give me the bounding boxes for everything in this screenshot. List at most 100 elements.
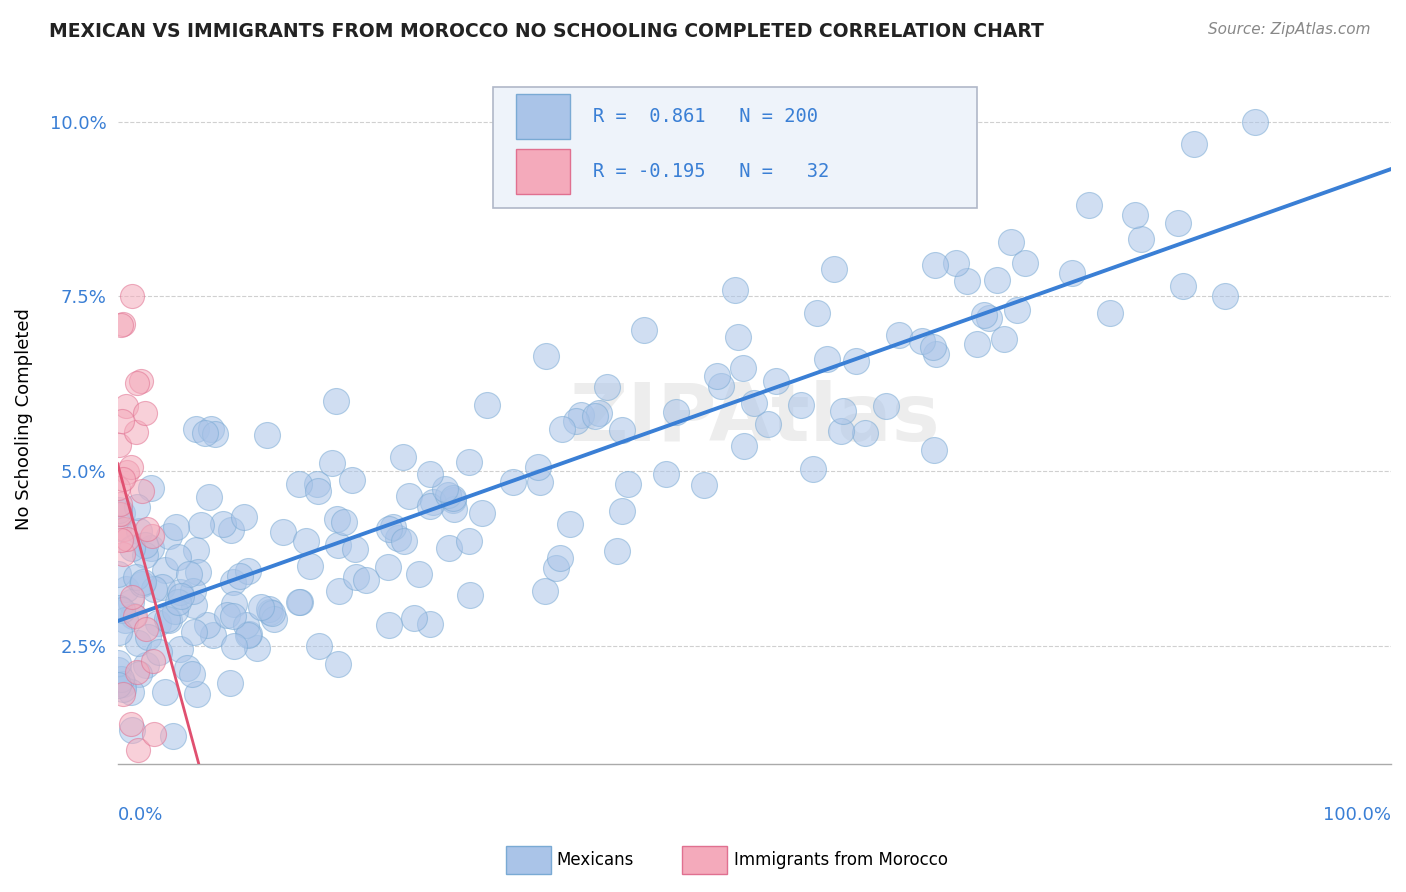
Point xyxy=(922,340,945,354)
FancyBboxPatch shape xyxy=(494,87,977,208)
Point xyxy=(125,570,148,584)
Point xyxy=(418,467,440,482)
Point xyxy=(107,567,129,582)
Point xyxy=(744,396,766,410)
Point xyxy=(344,542,367,557)
Point xyxy=(181,584,204,599)
Point xyxy=(114,613,136,627)
Point xyxy=(195,618,218,632)
Point xyxy=(1000,235,1022,249)
Point xyxy=(111,414,134,428)
Point xyxy=(1173,279,1195,293)
Point xyxy=(127,636,149,650)
Point xyxy=(340,473,363,487)
Point xyxy=(606,543,628,558)
Text: Source: ZipAtlas.com: Source: ZipAtlas.com xyxy=(1208,22,1371,37)
Point xyxy=(238,628,260,642)
Point xyxy=(162,729,184,743)
Text: R =  0.861   N = 200: R = 0.861 N = 200 xyxy=(592,107,817,126)
Point xyxy=(212,517,235,532)
Point xyxy=(115,399,138,413)
Point xyxy=(110,673,132,687)
FancyBboxPatch shape xyxy=(516,149,569,194)
Point xyxy=(120,460,142,475)
Text: R = -0.195   N =   32: R = -0.195 N = 32 xyxy=(592,162,828,181)
Point xyxy=(398,489,420,503)
Point xyxy=(325,393,347,408)
Text: ZIPAtlas: ZIPAtlas xyxy=(569,380,939,458)
Point xyxy=(924,258,946,272)
Point xyxy=(131,577,153,591)
Point xyxy=(723,283,745,297)
Point xyxy=(143,582,166,596)
Point xyxy=(183,598,205,612)
Point xyxy=(551,422,574,436)
Point xyxy=(120,685,142,699)
Point xyxy=(143,727,166,741)
Point xyxy=(1243,115,1265,129)
Point xyxy=(169,642,191,657)
Point xyxy=(692,478,714,492)
Point xyxy=(458,588,481,602)
Point xyxy=(121,541,143,555)
Point xyxy=(263,612,285,626)
Point xyxy=(1062,266,1084,280)
Point xyxy=(150,580,173,594)
Point xyxy=(558,517,581,532)
Point xyxy=(238,627,260,641)
Point xyxy=(617,477,640,491)
Point xyxy=(121,608,143,623)
Point xyxy=(190,518,212,533)
Point xyxy=(458,533,481,548)
Point xyxy=(215,607,238,622)
Text: Mexicans: Mexicans xyxy=(557,851,634,869)
Point xyxy=(596,380,619,394)
Point xyxy=(583,409,606,423)
Point xyxy=(153,684,176,698)
Point xyxy=(823,261,845,276)
Point xyxy=(527,460,550,475)
Point xyxy=(146,615,169,630)
Point xyxy=(655,467,678,482)
Point xyxy=(733,439,755,453)
Text: 100.0%: 100.0% xyxy=(1323,805,1391,823)
Point xyxy=(945,255,967,269)
Point xyxy=(875,399,897,413)
Point xyxy=(803,462,825,476)
Point xyxy=(186,422,208,436)
Point xyxy=(1182,136,1205,151)
Point xyxy=(250,600,273,615)
Point xyxy=(437,488,460,502)
Point xyxy=(112,522,135,536)
Point xyxy=(222,574,245,589)
Text: Immigrants from Morocco: Immigrants from Morocco xyxy=(734,851,948,869)
Point xyxy=(135,658,157,673)
Point xyxy=(1014,256,1036,270)
Point xyxy=(121,723,143,737)
Point xyxy=(727,330,749,344)
Point xyxy=(588,406,610,420)
Point xyxy=(134,406,156,420)
Point xyxy=(197,490,219,504)
Point xyxy=(128,524,150,538)
Point xyxy=(382,519,405,533)
Point xyxy=(165,520,187,534)
Point xyxy=(139,541,162,556)
Point xyxy=(259,606,281,620)
Point xyxy=(966,337,988,351)
Point xyxy=(125,665,148,680)
Point xyxy=(299,559,322,574)
Point xyxy=(219,676,242,690)
Point xyxy=(202,628,225,642)
Point xyxy=(112,472,135,486)
Point xyxy=(419,617,441,632)
Point xyxy=(184,542,207,557)
Point xyxy=(887,328,910,343)
Point xyxy=(287,595,309,609)
Point xyxy=(157,529,180,543)
Point xyxy=(181,666,204,681)
Point xyxy=(194,426,217,441)
Point xyxy=(107,663,129,677)
Point xyxy=(107,624,129,639)
Point xyxy=(1129,232,1152,246)
